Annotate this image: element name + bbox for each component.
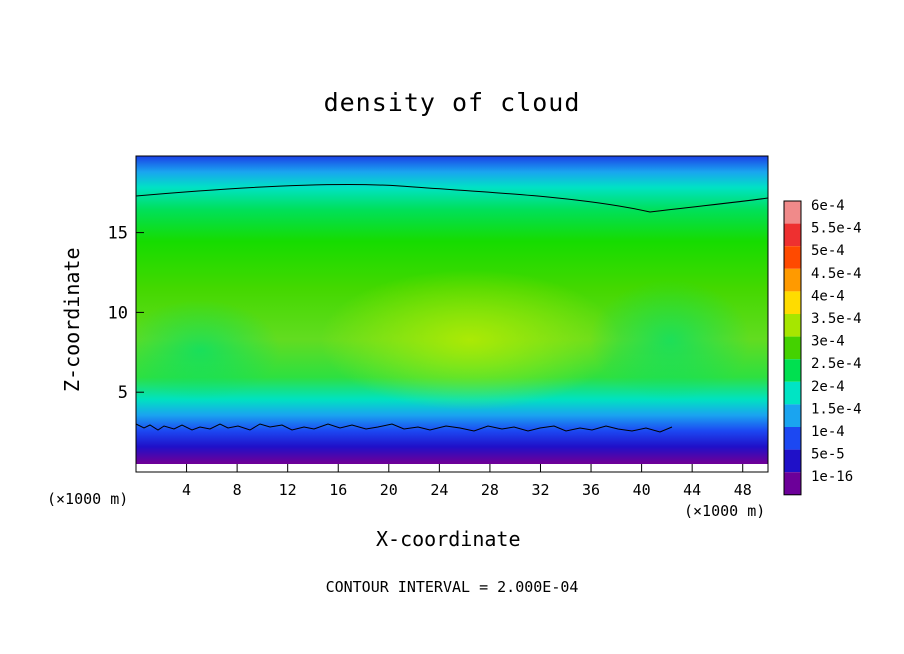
colorbar-swatch xyxy=(784,427,801,450)
colorbar-label: 6e-4 xyxy=(811,198,845,214)
x-unit-label-left: (×1000 m) xyxy=(47,490,129,508)
colorbar-label: 1e-16 xyxy=(811,469,853,485)
colorbar: 6e-4 5.5e-4 5e-4 4.5e-4 4e-4 3.5e-4 3e-4 2.5e-4… xyxy=(783,198,862,496)
plot-frame xyxy=(135,155,769,473)
contour-line-lower xyxy=(135,423,673,433)
x-tick-label: 24 xyxy=(430,481,448,499)
x-tick-label: 32 xyxy=(531,481,549,499)
colorbar-swatch xyxy=(784,201,801,224)
colorbar-label: 3e-4 xyxy=(811,334,845,350)
x-tick-label: 28 xyxy=(481,481,499,499)
contour-interval-note: CONTOUR INTERVAL = 2.000E-04 xyxy=(325,578,579,596)
colorbar-swatch xyxy=(784,381,801,405)
colorbar-swatch xyxy=(784,223,801,247)
colorbar-swatch xyxy=(784,404,801,427)
colorbar-label: 5e-5 xyxy=(811,447,845,463)
colorbar-swatch xyxy=(784,268,801,292)
x-tick-label: 36 xyxy=(582,481,600,499)
x-tick-label: 48 xyxy=(734,481,752,499)
x-axis: 4 8 12 16 20 24 28 32 36 40 44 48 xyxy=(182,464,752,499)
colorbar-swatch xyxy=(784,291,801,314)
colorbar-swatch xyxy=(784,472,801,495)
x-axis-label: X-coordinate xyxy=(376,527,521,551)
colorbar-swatch xyxy=(784,314,801,337)
colorbar-label: 2.5e-4 xyxy=(811,356,862,372)
colorbar-label: 2e-4 xyxy=(811,379,845,395)
colorbar-label: 5.5e-4 xyxy=(811,221,862,237)
colorbar-label: 4e-4 xyxy=(811,288,845,304)
colorbar-label: 4.5e-4 xyxy=(811,266,862,282)
x-tick-label: 12 xyxy=(279,481,297,499)
y-tick-label: 5 xyxy=(118,383,128,403)
colorbar-label: 3.5e-4 xyxy=(811,311,862,327)
colorbar-swatch xyxy=(784,246,801,269)
colorbar-swatch xyxy=(784,336,801,360)
y-tick-label: 15 xyxy=(108,224,128,244)
colorbar-swatch xyxy=(784,449,801,473)
x-tick-label: 20 xyxy=(380,481,398,499)
x-tick-label: 16 xyxy=(329,481,347,499)
x-tick-label: 40 xyxy=(633,481,651,499)
colorbar-swatch xyxy=(784,359,801,382)
colorbar-label: 1.5e-4 xyxy=(811,401,862,417)
contour-line-upper xyxy=(135,183,769,213)
heatmap-field xyxy=(136,156,768,472)
x-tick-label: 8 xyxy=(233,481,242,499)
y-axis: 5 10 15 xyxy=(108,224,144,403)
x-tick-label: 44 xyxy=(683,481,701,499)
y-axis-label: Z-coordinate xyxy=(60,247,84,393)
x-unit-label-right: (×1000 m) xyxy=(684,502,766,520)
colorbar-frame xyxy=(783,200,802,496)
y-tick-label: 10 xyxy=(108,303,128,323)
colorbar-label: 5e-4 xyxy=(811,243,845,259)
chart-title: density of cloud xyxy=(323,88,581,117)
x-tick-label: 4 xyxy=(182,481,191,499)
colorbar-label: 1e-4 xyxy=(811,424,845,440)
